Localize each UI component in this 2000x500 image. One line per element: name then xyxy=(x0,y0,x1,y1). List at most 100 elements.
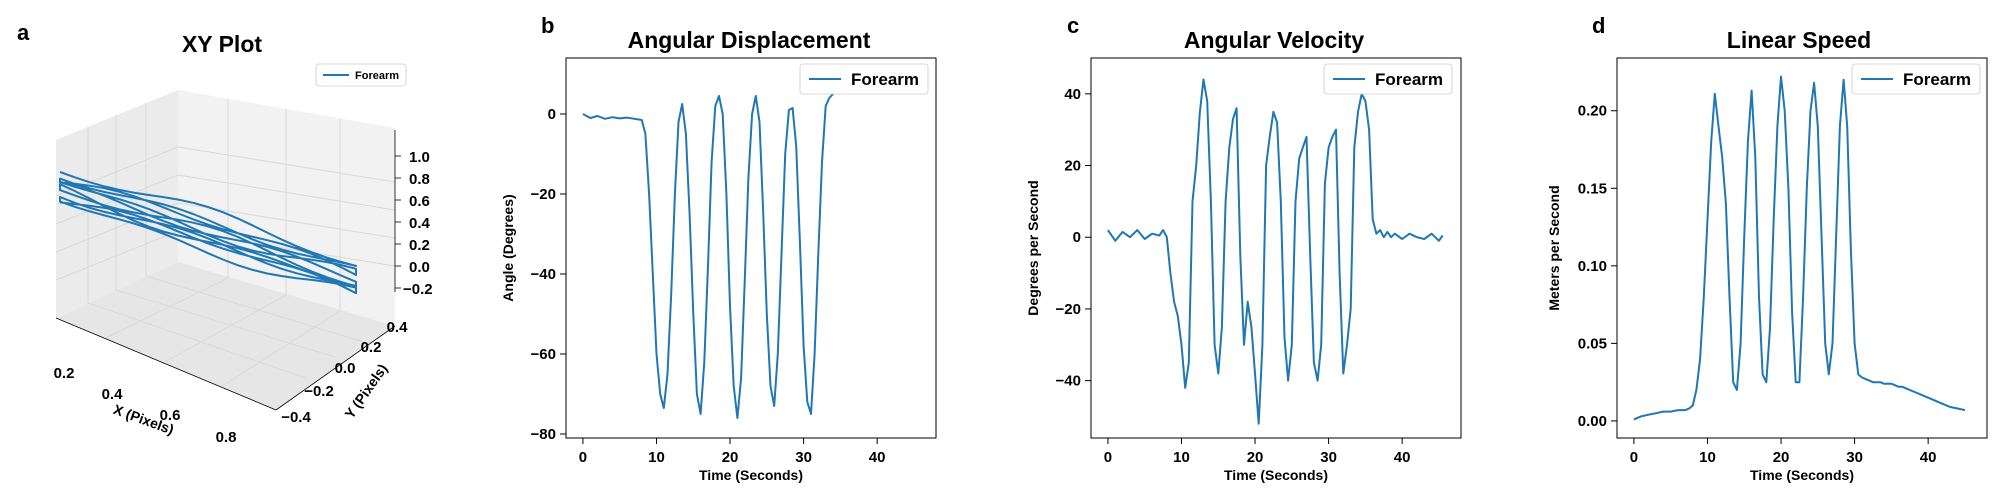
pane-floor-face xyxy=(56,262,395,410)
z-tick-label: 0.8 xyxy=(409,171,430,188)
y-tick-label: 0.00 xyxy=(1578,413,1607,430)
legend-box xyxy=(315,63,407,87)
legend-label: Forearm xyxy=(1903,70,1971,89)
y-tick-label: −0.4 xyxy=(281,409,311,426)
x-tick-label: 20 xyxy=(722,449,739,466)
panel-c-angular-velocity: c Angular Velocity 0 10 20 30 40 40 20 0 −20 −40… xyxy=(1025,13,1462,483)
x-tick-label: 30 xyxy=(1320,449,1337,466)
z-tick-label: 1.0 xyxy=(409,149,430,166)
x-tick-label: 0 xyxy=(1104,449,1112,466)
legend-label: Forearm xyxy=(851,70,919,89)
panel-a-xy-plot: a XY Plot xyxy=(17,20,433,446)
panel-a-forearm-trace xyxy=(59,171,357,295)
x-tick-label: 40 xyxy=(1920,449,1937,466)
panel-d-series xyxy=(1633,75,1966,421)
panel-a-title: XY Plot xyxy=(182,31,262,57)
panel-d-letter: d xyxy=(1592,13,1605,38)
legend-box xyxy=(1323,63,1453,95)
panel-b-angular-displacement: b Angular Displacement 0 10 20 30 40 0 −20 −40… xyxy=(500,13,937,483)
panel-c-series xyxy=(1107,78,1444,425)
panel-b-title: Angular Displacement xyxy=(628,27,871,53)
panel-a-z-tick-marks xyxy=(395,155,401,289)
x-tick-label: 10 xyxy=(1699,449,1716,466)
panel-d-y-axis-label: Meters per Second xyxy=(1546,185,1562,310)
z-tick-label: 0.6 xyxy=(409,193,430,210)
x-tick-label: 30 xyxy=(1846,449,1863,466)
panel-c-x-ticks: 0 10 20 30 40 xyxy=(1104,438,1411,466)
y-tick-label: 0.0 xyxy=(335,360,356,377)
z-tick-label: 0.2 xyxy=(409,237,430,254)
x-tick-label: 0.6 xyxy=(160,407,181,424)
panel-d-x-axis-label: Time (Seconds) xyxy=(1750,467,1854,483)
y-tick-label: −60 xyxy=(531,346,556,363)
x-tick-label: 0.8 xyxy=(216,429,237,446)
panel-d-linear-speed: d Linear Speed 0 10 20 30 40 0.20 0.15 0.10 0.0… xyxy=(1546,13,1988,483)
panel-b-plot-frame xyxy=(565,57,937,439)
legend-box xyxy=(1851,63,1981,95)
y-tick-label: 40 xyxy=(1064,86,1081,103)
z-tick-label: 0.4 xyxy=(409,215,431,232)
y-tick-label: −40 xyxy=(1056,373,1081,390)
x-tick-label: 10 xyxy=(648,449,665,466)
panel-d-y-ticks: 0.20 0.15 0.10 0.05 0.00 xyxy=(1578,103,1617,430)
series-line-forearm xyxy=(1633,75,1966,421)
x-tick-label: 20 xyxy=(1773,449,1790,466)
panel-c-y-ticks: 40 20 0 −20 −40 xyxy=(1056,86,1091,390)
legend-label: Forearm xyxy=(1375,70,1443,89)
y-tick-label: −0.2 xyxy=(304,383,334,400)
panel-c-plot-frame xyxy=(1090,57,1462,439)
panel-c-legend: Forearm xyxy=(1323,63,1453,95)
x-tick-label: 10 xyxy=(1173,449,1190,466)
x-tick-label: 0.2 xyxy=(54,365,75,382)
panel-a-z-ticks: 1.0 0.8 0.6 0.4 0.2 0.0 −0.2 xyxy=(403,149,433,298)
panel-b-x-ticks: 0 10 20 30 40 xyxy=(579,438,886,466)
panel-a-letter: a xyxy=(17,20,30,45)
y-tick-label: −20 xyxy=(531,186,556,203)
y-tick-label: −80 xyxy=(531,426,556,443)
panel-a-y-ticks: 0.4 0.2 0.0 −0.2 −0.4 xyxy=(281,319,408,426)
series-line-forearm xyxy=(582,81,864,419)
panel-c-x-axis-label: Time (Seconds) xyxy=(1224,467,1328,483)
panel-b-y-axis-label: Angle (Degrees) xyxy=(500,194,516,301)
panel-c-title: Angular Velocity xyxy=(1184,27,1364,53)
y-tick-label: −40 xyxy=(531,266,556,283)
x-tick-label: 0.4 xyxy=(102,386,124,403)
x-tick-label: 0 xyxy=(1630,449,1638,466)
y-tick-label: 0 xyxy=(548,106,556,123)
panel-c-y-axis-label: Degrees per Second xyxy=(1025,180,1041,315)
panel-d-x-ticks: 0 10 20 30 40 xyxy=(1630,438,1937,466)
y-tick-label: 0.4 xyxy=(387,319,409,336)
panel-b-x-axis-label: Time (Seconds) xyxy=(699,467,803,483)
panel-d-legend: Forearm xyxy=(1851,63,1981,95)
panel-d-plot-frame xyxy=(1616,57,1988,439)
legend-box xyxy=(799,63,929,95)
y-tick-label: −20 xyxy=(1056,301,1081,318)
panel-c-letter: c xyxy=(1067,13,1079,38)
axis-edges xyxy=(55,130,396,411)
panel-b-y-ticks: 0 −20 −40 −60 −80 xyxy=(531,106,566,443)
x-tick-label: 40 xyxy=(869,449,886,466)
y-tick-label: 0.20 xyxy=(1578,103,1607,120)
panel-b-letter: b xyxy=(541,13,554,38)
legend-label: Forearm xyxy=(355,70,399,82)
panel-b-series xyxy=(582,81,864,419)
pane-left-face xyxy=(56,90,178,318)
x-tick-label: 0 xyxy=(579,449,587,466)
x-tick-label: 30 xyxy=(795,449,812,466)
z-tick-label: 0.0 xyxy=(409,259,430,276)
panel-a-x-ticks: 0.2 0.4 0.6 0.8 xyxy=(54,365,237,446)
panel-d-title: Linear Speed xyxy=(1727,27,1871,53)
y-tick-label: 20 xyxy=(1064,158,1081,175)
y-tick-label: 0.10 xyxy=(1578,258,1607,275)
series-line-forearm-3d xyxy=(59,171,357,295)
x-tick-label: 20 xyxy=(1247,449,1264,466)
y-tick-label: 0.2 xyxy=(361,339,382,356)
y-tick-label: 0.05 xyxy=(1578,335,1607,352)
y-tick-label: 0 xyxy=(1073,229,1081,246)
panel-b-legend: Forearm xyxy=(799,63,929,95)
x-tick-label: 40 xyxy=(1394,449,1411,466)
series-line-forearm xyxy=(1107,78,1444,425)
y-tick-label: 0.15 xyxy=(1578,180,1607,197)
panel-a-legend: Forearm xyxy=(315,63,407,87)
